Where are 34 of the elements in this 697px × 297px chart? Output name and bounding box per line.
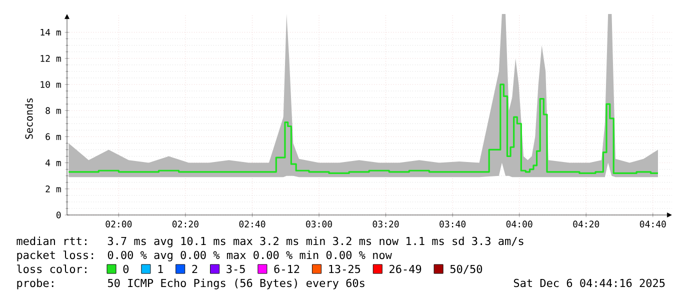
y-tick-label: 2 m: [46, 186, 61, 192]
x-tick-label: 03:40: [440, 220, 466, 228]
text: Sat Dec 6 04:44:16 2025: [514, 278, 665, 288]
x-tick-label: 03:20: [372, 220, 399, 228]
y-tick-label: 6 m: [46, 133, 61, 140]
y-tick-label: 12 m: [40, 55, 61, 62]
text: 0.00 % avg 0.00 % max 0.00 % min 0.00 % now: [108, 250, 392, 262]
legend-label: 26-49: [390, 264, 422, 274]
text: packet loss:: [17, 250, 94, 262]
text: probe:: [17, 278, 54, 290]
legend-label: 6-12: [274, 264, 300, 274]
y-tick-label: 4 m: [46, 160, 61, 166]
y-tick-label: 0: [56, 212, 61, 218]
x-tick-label: 03:00: [306, 220, 332, 228]
legend-label: 1: [158, 264, 163, 273]
x-tick-label: 04:00: [506, 220, 532, 228]
x-tick-label: 04:20: [573, 220, 600, 228]
y-tick-label: 8 m: [46, 107, 61, 114]
x-tick-label: 02:20: [172, 220, 198, 228]
legend-title: loss color:: [17, 264, 86, 274]
legend-label: 2: [192, 264, 198, 273]
legend-label: 13-25: [329, 264, 360, 274]
x-tick-label: 02:00: [106, 220, 132, 228]
y-tick-label: 14 m: [40, 28, 61, 36]
text: 50 ICMP Echo Pings (56 Bytes) every 60s: [108, 278, 364, 290]
legend-label: 0: [123, 264, 129, 274]
x-tick-label: 02:40: [239, 220, 266, 228]
x-tick-label: 04:40: [640, 220, 666, 228]
legend-label: 50/50: [450, 264, 482, 274]
y-tick-label: 10 m: [40, 81, 61, 88]
text: 3.7 ms avg 10.1 ms max 3.2 ms min 3.2 ms now 1.1 ms sd 3.3 am/s: [108, 236, 524, 248]
text: median rtt:: [16, 236, 86, 246]
legend-label: 3-5: [226, 264, 245, 274]
y-axis-title: Seconds: [25, 98, 33, 139]
